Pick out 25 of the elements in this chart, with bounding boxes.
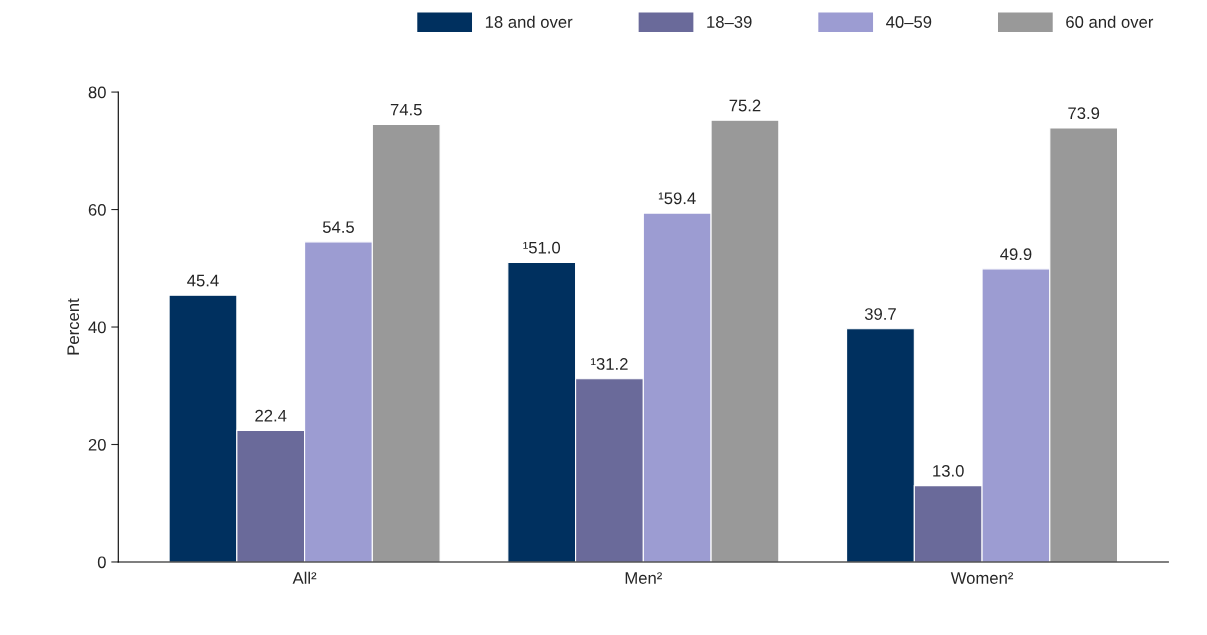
y-tick-label: 20 bbox=[88, 438, 106, 451]
legend-label: 18–39 bbox=[707, 16, 752, 28]
y-tick-label: 0 bbox=[97, 556, 106, 569]
x-tick-label: Women² bbox=[950, 572, 1014, 584]
data-label: ¹51.0 bbox=[523, 241, 561, 254]
data-label: 39.7 bbox=[864, 308, 896, 320]
y-tick-label: 60 bbox=[88, 203, 106, 216]
data-label: 13.0 bbox=[933, 464, 964, 477]
y-tick-label: 40 bbox=[88, 321, 106, 334]
legend-label: 18 and over bbox=[485, 15, 573, 28]
y-tick-label: 80 bbox=[88, 86, 106, 99]
legend-label: 60 and over bbox=[1066, 15, 1154, 28]
y-axis-title: Percent bbox=[67, 298, 80, 355]
legend-label: 40–59 bbox=[886, 16, 932, 28]
data-label: 74.5 bbox=[390, 103, 422, 116]
data-label: ¹31.2 bbox=[591, 358, 628, 370]
data-label: 73.9 bbox=[1068, 107, 1100, 120]
data-label: 75.2 bbox=[729, 99, 761, 112]
data-label: 22.4 bbox=[255, 409, 287, 422]
x-tick-label: All² bbox=[292, 571, 317, 584]
data-label: 45.4 bbox=[187, 274, 219, 287]
data-label: ¹59.4 bbox=[658, 192, 696, 205]
data-label: 54.5 bbox=[322, 221, 354, 234]
data-label: 49.9 bbox=[1000, 248, 1032, 261]
x-tick-label: Men² bbox=[625, 572, 662, 584]
